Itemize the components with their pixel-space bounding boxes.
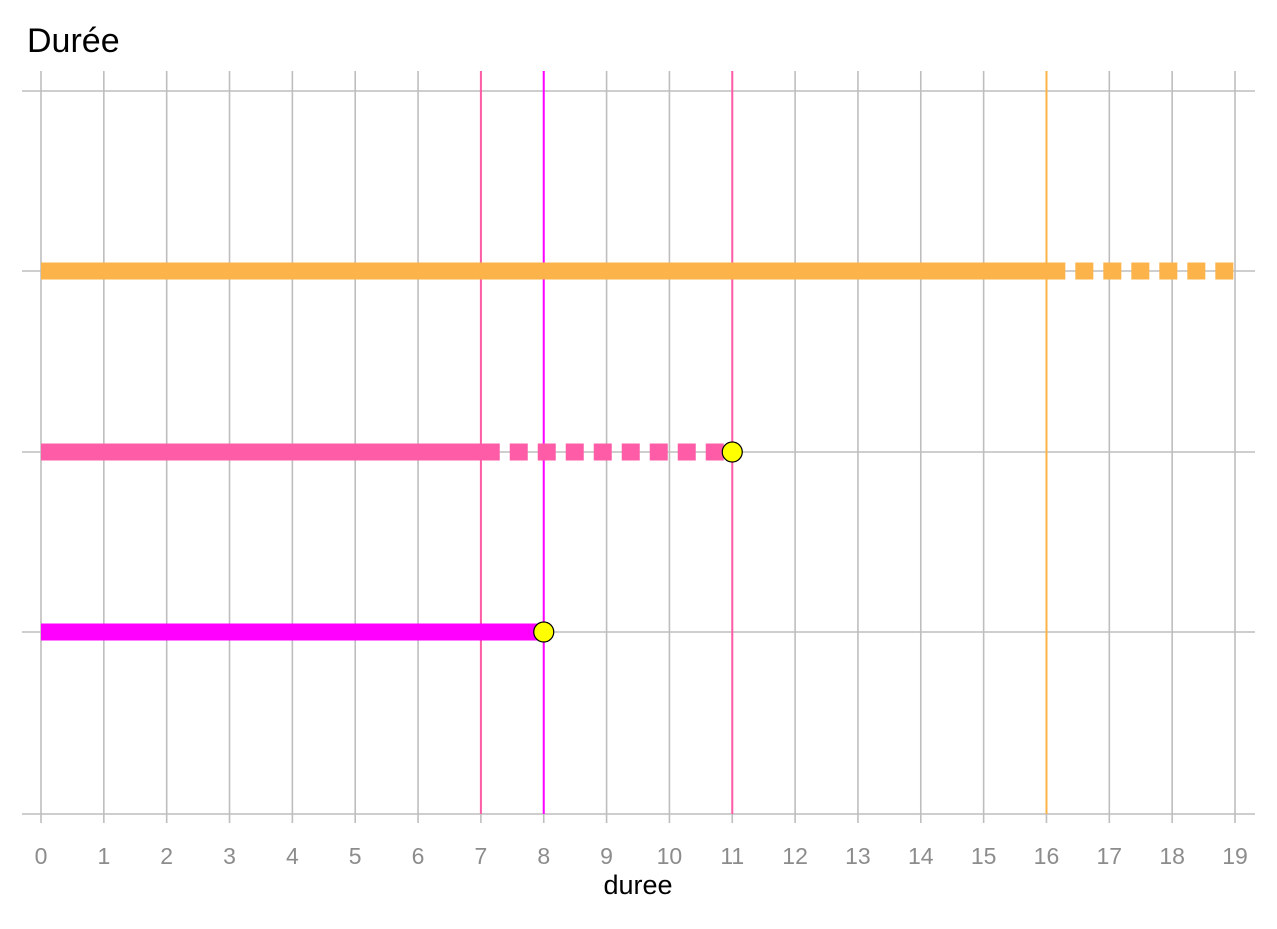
series-bars <box>41 262 1235 641</box>
x-tick-label: 2 <box>160 843 173 869</box>
x-tick-label: 0 <box>35 843 48 869</box>
end-markers <box>533 441 743 643</box>
x-tick-label: 9 <box>600 843 613 869</box>
x-tick-label: 6 <box>412 843 425 869</box>
x-tick-label: 8 <box>537 843 550 869</box>
x-tick-label: 13 <box>845 843 871 869</box>
x-tick-label: 11 <box>720 843 744 869</box>
x-tick-label: 18 <box>1159 843 1185 869</box>
x-tick-label: 12 <box>782 843 808 869</box>
end-marker <box>721 441 743 463</box>
x-tick-label: 5 <box>349 843 362 869</box>
x-tick-label: 17 <box>1097 843 1123 869</box>
end-marker <box>533 621 555 643</box>
x-axis-title: duree <box>603 870 672 900</box>
reference-lines <box>479 71 1048 814</box>
x-tick-label: 16 <box>1034 843 1060 869</box>
x-tick-label: 7 <box>474 843 487 869</box>
x-tick-label: 10 <box>657 843 683 869</box>
x-tick-label: 19 <box>1222 843 1248 869</box>
x-tick-label: 15 <box>971 843 997 869</box>
x-tick-label: 14 <box>908 843 934 869</box>
x-tick-label: 3 <box>223 843 236 869</box>
x-tick-label: 1 <box>97 843 110 869</box>
x-tick-labels: 0 1 2 3 4 5 6 7 8 9 10 11 12 13 14 15 16 17 18 19 <box>35 843 1248 869</box>
x-tick-label: 4 <box>286 843 299 869</box>
chart-title: Durée <box>27 22 120 60</box>
